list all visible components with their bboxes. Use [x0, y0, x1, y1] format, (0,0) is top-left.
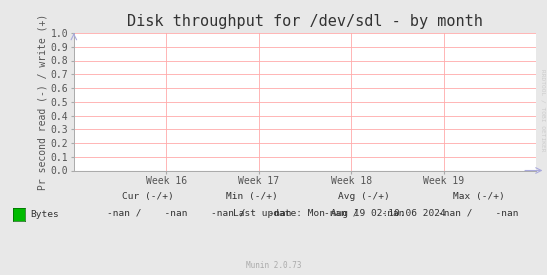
Text: Last update: Mon Aug 19 02:10:06 2024: Last update: Mon Aug 19 02:10:06 2024 — [233, 209, 445, 218]
Text: -nan /    -nan: -nan / -nan — [211, 209, 292, 218]
Text: Bytes: Bytes — [30, 210, 59, 219]
Text: -nan /    -nan: -nan / -nan — [107, 209, 188, 218]
Y-axis label: Pr second read (-) / write (+): Pr second read (-) / write (+) — [38, 14, 48, 190]
Text: -nan /    -nan: -nan / -nan — [323, 209, 404, 218]
Text: RRDTOOL / TOBI OETIKER: RRDTOOL / TOBI OETIKER — [541, 69, 546, 151]
Text: Max (-/+): Max (-/+) — [453, 192, 504, 201]
Text: Min (-/+): Min (-/+) — [226, 192, 277, 201]
Text: Cur (-/+): Cur (-/+) — [122, 192, 173, 201]
Title: Disk throughput for /dev/sdl - by month: Disk throughput for /dev/sdl - by month — [127, 14, 483, 29]
Text: Avg (-/+): Avg (-/+) — [338, 192, 389, 201]
Text: Munin 2.0.73: Munin 2.0.73 — [246, 261, 301, 270]
Text: -nan /    -nan: -nan / -nan — [438, 209, 519, 218]
